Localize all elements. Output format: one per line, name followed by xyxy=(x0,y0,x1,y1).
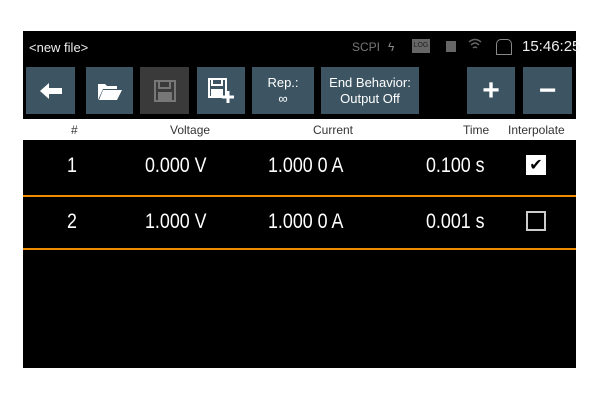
interpolate-checkbox[interactable]: ✔ xyxy=(526,155,546,175)
header-time: Time xyxy=(463,123,490,137)
add-row-button[interactable]: + xyxy=(467,67,515,114)
remove-row-button[interactable]: − xyxy=(523,67,572,114)
time-cell[interactable]: 0.001 s xyxy=(426,210,485,233)
status-bar: <new file> SCPI ϟ LOG 15:46:25 xyxy=(23,31,580,61)
repetitions-button[interactable]: Rep.: ∞ xyxy=(252,67,314,114)
time-cell[interactable]: 0.100 s xyxy=(426,154,485,177)
repetitions-value: ∞ xyxy=(278,90,288,106)
current-cell[interactable]: 1.000 0 A xyxy=(268,210,344,233)
table-row[interactable]: 1 0.000 V 1.000 0 A 0.100 s ✔ xyxy=(23,141,576,193)
folder-open-icon xyxy=(97,83,122,100)
arrow-left-icon xyxy=(39,82,62,99)
save-as-icon xyxy=(208,77,234,103)
screen: <new file> SCPI ϟ LOG 15:46:25 Rep.: ∞ E… xyxy=(23,31,580,368)
checkmark-icon: ✔ xyxy=(529,157,543,174)
usb-icon xyxy=(446,41,456,52)
save-icon xyxy=(153,79,176,102)
voltage-cell[interactable]: 0.000 V xyxy=(145,154,207,177)
repetitions-label: Rep.: xyxy=(267,74,299,90)
header-index: # xyxy=(71,123,78,137)
back-button[interactable] xyxy=(26,67,75,114)
save-button[interactable] xyxy=(140,67,189,114)
file-name: <new file> xyxy=(29,40,89,55)
lightning-icon: ϟ xyxy=(388,40,395,54)
scpi-indicator: SCPI xyxy=(352,40,381,54)
header-voltage: Voltage xyxy=(170,123,211,137)
table-header: # Voltage Current Time Interpolate xyxy=(23,119,576,140)
row-index: 2 xyxy=(67,210,77,233)
header-current: Current xyxy=(313,123,354,137)
save-as-button[interactable] xyxy=(197,67,245,114)
current-cell[interactable]: 1.000 0 A xyxy=(268,154,344,177)
end-behavior-label: End Behavior: xyxy=(329,74,411,90)
display-icon xyxy=(496,39,512,55)
voltage-cell[interactable]: 1.000 V xyxy=(145,210,207,233)
interpolate-checkbox[interactable] xyxy=(526,211,546,231)
row-index: 1 xyxy=(67,154,77,177)
clock: 15:46:25 xyxy=(522,38,581,55)
open-file-button[interactable] xyxy=(86,67,133,114)
wifi-icon xyxy=(468,37,482,54)
end-behavior-value: Output Off xyxy=(340,90,400,106)
table-row-selected[interactable]: 2 1.000 V 1.000 0 A 0.001 s xyxy=(23,195,576,250)
log-icon: LOG xyxy=(412,39,430,53)
header-interpolate: Interpolate xyxy=(508,123,565,137)
end-behavior-button[interactable]: End Behavior: Output Off xyxy=(321,67,419,114)
